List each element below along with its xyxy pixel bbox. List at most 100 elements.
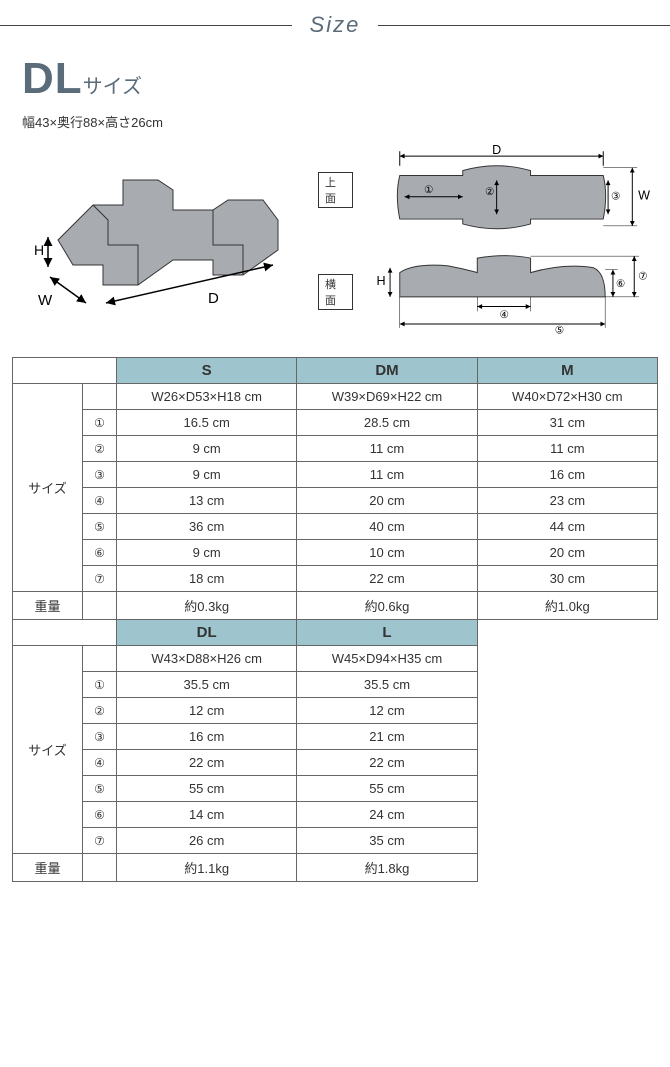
cell: 10 cm bbox=[297, 540, 477, 566]
cell: 55 cm bbox=[297, 776, 477, 802]
table-row: ⑦18 cm22 cm30 cm bbox=[13, 566, 658, 592]
table-row: ③16 cm21 cm bbox=[13, 724, 658, 750]
blank-header bbox=[13, 358, 117, 384]
table-row: S DM M bbox=[13, 358, 658, 384]
cell: 30 cm bbox=[477, 566, 657, 592]
svg-text:D: D bbox=[492, 145, 501, 157]
svg-text:④: ④ bbox=[500, 309, 510, 321]
row-num: ④ bbox=[83, 488, 117, 514]
cell: 21 cm bbox=[297, 724, 477, 750]
svg-text:③: ③ bbox=[611, 191, 621, 203]
diagram-3d: H W D bbox=[18, 145, 298, 315]
table-row: DL L bbox=[13, 620, 658, 646]
empty bbox=[477, 698, 657, 724]
row-num: ② bbox=[83, 698, 117, 724]
table-row: 重量 約0.3kg 約0.6kg 約1.0kg bbox=[13, 592, 658, 620]
heading-sub: 幅43×奥行88×高さ26cm bbox=[22, 112, 648, 131]
svg-text:①: ① bbox=[424, 184, 434, 196]
overall-m: W40×D72×H30 cm bbox=[477, 384, 657, 410]
col-header-s: S bbox=[117, 358, 297, 384]
cell: 12 cm bbox=[117, 698, 297, 724]
cell: 11 cm bbox=[297, 436, 477, 462]
table-row: ④22 cm22 cm bbox=[13, 750, 658, 776]
section-header: Size bbox=[0, 12, 670, 38]
cell: 22 cm bbox=[297, 566, 477, 592]
table-row: ⑦26 cm35 cm bbox=[13, 828, 658, 854]
svg-text:⑥: ⑥ bbox=[616, 278, 626, 290]
row-num: ⑤ bbox=[83, 514, 117, 540]
dim-w-label: W bbox=[38, 292, 53, 309]
blank-cell bbox=[83, 646, 117, 672]
cell: 13 cm bbox=[117, 488, 297, 514]
weight-s: 約0.3kg bbox=[117, 592, 297, 620]
overall-dl: W43×D88×H26 cm bbox=[117, 646, 297, 672]
weight-label: 重量 bbox=[13, 592, 83, 620]
weight-label: 重量 bbox=[13, 854, 83, 882]
weight-m: 約1.0kg bbox=[477, 592, 657, 620]
cell: 35.5 cm bbox=[117, 672, 297, 698]
svg-text:H: H bbox=[377, 274, 386, 288]
cell: 40 cm bbox=[297, 514, 477, 540]
table-row: ⑤55 cm55 cm bbox=[13, 776, 658, 802]
col-header-dl: DL bbox=[117, 620, 297, 646]
diagram-side-row: 横面 H ④ ⑤ bbox=[318, 247, 652, 337]
diagram-views: 上面 D ① ② bbox=[318, 145, 652, 337]
cell: 55 cm bbox=[117, 776, 297, 802]
size-label: サイズ bbox=[13, 646, 83, 854]
table-row: ⑤36 cm40 cm44 cm bbox=[13, 514, 658, 540]
cell: 24 cm bbox=[297, 802, 477, 828]
heading-block: DLサイズ 幅43×奥行88×高さ26cm bbox=[0, 46, 670, 131]
dim-h-label: H bbox=[34, 242, 44, 258]
table1-wrap: S DM M サイズ W26×D53×H18 cm W39×D69×H22 cm… bbox=[0, 357, 670, 902]
empty bbox=[477, 750, 657, 776]
header-line-left bbox=[0, 25, 292, 26]
table-row: ⑥9 cm10 cm20 cm bbox=[13, 540, 658, 566]
empty bbox=[477, 620, 657, 646]
row-num: ③ bbox=[83, 462, 117, 488]
col-header-dm: DM bbox=[297, 358, 477, 384]
table-row: ①35.5 cm35.5 cm bbox=[13, 672, 658, 698]
top-view-svg: D ① ② ③ W bbox=[361, 145, 652, 235]
cell: 36 cm bbox=[117, 514, 297, 540]
blank-header bbox=[13, 620, 117, 646]
cell: 9 cm bbox=[117, 436, 297, 462]
svg-text:②: ② bbox=[485, 186, 495, 198]
cell: 14 cm bbox=[117, 802, 297, 828]
col-header-m: M bbox=[477, 358, 657, 384]
cell: 20 cm bbox=[297, 488, 477, 514]
row-num: ③ bbox=[83, 724, 117, 750]
cell: 11 cm bbox=[297, 462, 477, 488]
cell: 12 cm bbox=[297, 698, 477, 724]
row-num: ⑦ bbox=[83, 566, 117, 592]
size-table-1: S DM M サイズ W26×D53×H18 cm W39×D69×H22 cm… bbox=[12, 357, 658, 882]
cell: 9 cm bbox=[117, 540, 297, 566]
row-num: ⑤ bbox=[83, 776, 117, 802]
empty bbox=[477, 646, 657, 672]
weight-l: 約1.8kg bbox=[297, 854, 477, 882]
empty bbox=[477, 854, 657, 882]
cell: 31 cm bbox=[477, 410, 657, 436]
table-row: ②12 cm12 cm bbox=[13, 698, 658, 724]
cell: 22 cm bbox=[117, 750, 297, 776]
cell: 9 cm bbox=[117, 462, 297, 488]
top-view-label: 上面 bbox=[318, 172, 353, 208]
table-row: 重量 約1.1kg 約1.8kg bbox=[13, 854, 658, 882]
row-num: ⑥ bbox=[83, 540, 117, 566]
svg-text:⑤: ⑤ bbox=[555, 325, 565, 337]
cell: 44 cm bbox=[477, 514, 657, 540]
table-row: ①16.5 cm28.5 cm31 cm bbox=[13, 410, 658, 436]
table-row: ③9 cm11 cm16 cm bbox=[13, 462, 658, 488]
cell: 28.5 cm bbox=[297, 410, 477, 436]
blank-cell bbox=[83, 384, 117, 410]
cell: 22 cm bbox=[297, 750, 477, 776]
cell: 16.5 cm bbox=[117, 410, 297, 436]
heading-main: DLサイズ bbox=[22, 54, 648, 104]
weight-dl: 約1.1kg bbox=[117, 854, 297, 882]
overall-s: W26×D53×H18 cm bbox=[117, 384, 297, 410]
row-num: ⑦ bbox=[83, 828, 117, 854]
cell: 35.5 cm bbox=[297, 672, 477, 698]
section-title: Size bbox=[310, 12, 361, 38]
overall-dm: W39×D69×H22 cm bbox=[297, 384, 477, 410]
empty bbox=[477, 776, 657, 802]
cell: 16 cm bbox=[477, 462, 657, 488]
